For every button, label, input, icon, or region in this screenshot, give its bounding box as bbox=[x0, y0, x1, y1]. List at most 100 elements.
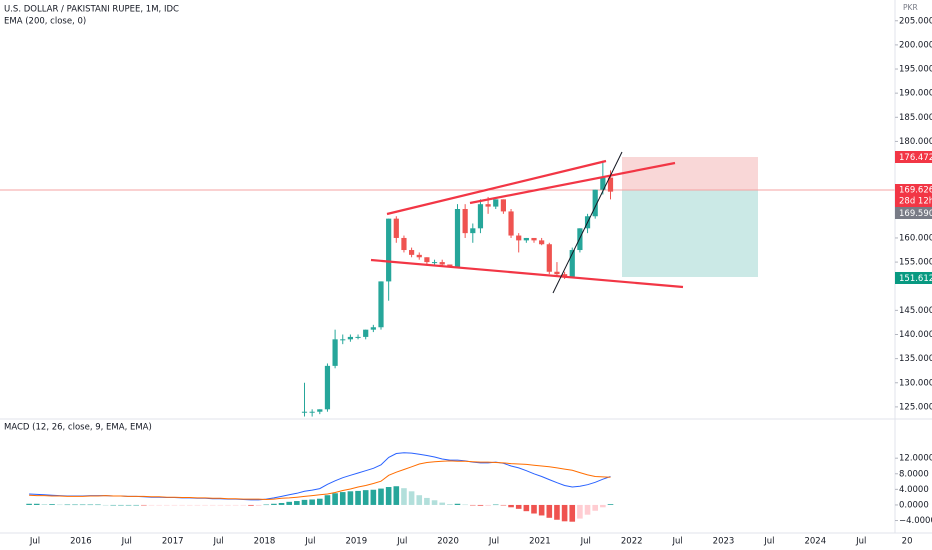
currency: PKR bbox=[903, 3, 918, 12]
candle-body bbox=[439, 262, 445, 265]
stop-zone bbox=[622, 190, 758, 277]
candle-body bbox=[562, 274, 568, 277]
x-tick-label: Jul bbox=[488, 537, 499, 547]
candle-body bbox=[332, 339, 338, 366]
x-tick-label: 2020 bbox=[437, 537, 459, 547]
histogram-bar bbox=[33, 503, 40, 505]
target-label: 176.4728 bbox=[899, 153, 932, 163]
histogram-bar bbox=[209, 504, 216, 506]
histogram-bar bbox=[171, 504, 178, 506]
candle-body bbox=[508, 211, 514, 236]
macd-line bbox=[29, 460, 611, 501]
x-tick-label: 2018 bbox=[254, 537, 276, 547]
histogram-bar bbox=[439, 502, 445, 505]
y-tick-label: 205.0000 bbox=[899, 16, 932, 26]
candle-body bbox=[355, 336, 361, 338]
histogram-bar bbox=[56, 504, 63, 506]
histogram-bar bbox=[401, 488, 407, 505]
candle-body bbox=[500, 199, 506, 212]
histogram-bar bbox=[378, 488, 384, 505]
histogram-bar bbox=[133, 504, 139, 506]
candle-body bbox=[324, 365, 331, 410]
y-tick-label: 145.0000 bbox=[899, 306, 932, 316]
x-tick-label: Jul bbox=[763, 537, 774, 547]
y-tick-label: 130.0000 bbox=[899, 378, 932, 388]
histogram-bar bbox=[424, 497, 430, 505]
candle-body bbox=[554, 271, 560, 275]
histogram-bar bbox=[492, 504, 499, 506]
y-tick-label: 140.0000 bbox=[899, 330, 932, 340]
histogram-bar bbox=[41, 504, 48, 505]
histogram-bar bbox=[500, 504, 507, 506]
candle-body bbox=[539, 240, 545, 245]
histogram-bar bbox=[569, 504, 576, 522]
x-tick-label: 2019 bbox=[345, 537, 367, 547]
x-tick-label: Jul bbox=[671, 537, 682, 547]
y-tick-label: 12.0000 bbox=[899, 454, 932, 464]
candle-body bbox=[493, 199, 499, 207]
candle-body bbox=[340, 339, 346, 341]
candle-body bbox=[409, 250, 415, 255]
candle-body bbox=[301, 411, 308, 413]
histogram-bar bbox=[72, 504, 78, 506]
histogram-bar bbox=[202, 504, 208, 506]
histogram-bar bbox=[278, 502, 285, 505]
histogram-bar bbox=[148, 504, 155, 506]
last-price: 169.6260 bbox=[899, 186, 932, 196]
histogram-bar bbox=[592, 504, 598, 511]
histogram-bar bbox=[232, 504, 239, 506]
candle-body bbox=[454, 209, 461, 267]
histogram-bar bbox=[370, 489, 377, 505]
y-tick-label: 4.0000 bbox=[899, 485, 929, 495]
candle-body bbox=[447, 264, 453, 267]
x-tick-label: 2017 bbox=[162, 537, 184, 547]
x-tick-label: 2022 bbox=[621, 537, 643, 547]
countdown: 28d 12h bbox=[899, 197, 932, 207]
label-bg bbox=[895, 207, 932, 219]
histogram-bar bbox=[554, 504, 560, 520]
candle-body bbox=[401, 237, 407, 251]
y-tick-label: 135.0000 bbox=[899, 354, 932, 364]
histogram-bar bbox=[355, 490, 361, 505]
histogram-bar bbox=[225, 504, 231, 506]
histogram-bar bbox=[156, 504, 162, 506]
histogram-bar bbox=[87, 504, 94, 506]
x-tick-label: Jul bbox=[121, 537, 132, 547]
candle-body bbox=[393, 218, 399, 238]
candle-body bbox=[347, 336, 353, 340]
y-tick-label: 190.0000 bbox=[899, 89, 932, 99]
entry-label: 169.5906 bbox=[899, 209, 932, 219]
histogram-bar bbox=[538, 504, 545, 516]
histogram-bar bbox=[362, 490, 369, 505]
candle-body bbox=[477, 204, 484, 229]
x-tick-label: 2023 bbox=[713, 537, 735, 547]
histogram-bar bbox=[508, 504, 514, 508]
candle-body bbox=[516, 235, 522, 241]
trend-line bbox=[469, 161, 676, 205]
histogram-bar bbox=[194, 504, 201, 506]
candle-body bbox=[531, 237, 537, 241]
trend-line bbox=[370, 258, 684, 289]
candle-body bbox=[546, 244, 552, 272]
x-tick-label: 2016 bbox=[70, 537, 92, 547]
histogram-bar bbox=[102, 504, 109, 506]
candle-body bbox=[592, 189, 598, 217]
candle-body bbox=[386, 218, 392, 282]
histogram-bar bbox=[240, 504, 247, 506]
histogram-bar bbox=[324, 495, 331, 505]
x-tick-label: Jul bbox=[212, 537, 223, 547]
histogram-bar bbox=[49, 504, 55, 505]
target-zone bbox=[622, 157, 758, 190]
y-tick-label: 200.0000 bbox=[899, 40, 932, 50]
x-tick-label: Jul bbox=[304, 537, 315, 547]
macd-title: MACD (12, 26, close, 9, EMA, EMA) bbox=[4, 423, 152, 433]
stop-label: 151.6127 bbox=[899, 274, 932, 284]
indicator-label: EMA (200, close, 0) bbox=[4, 17, 86, 27]
histogram-bar bbox=[339, 492, 346, 505]
histogram-bar bbox=[118, 504, 124, 506]
histogram-bar bbox=[248, 504, 254, 506]
candle-body bbox=[416, 254, 422, 258]
histogram-bar bbox=[141, 504, 147, 506]
histogram-bar bbox=[385, 487, 392, 505]
